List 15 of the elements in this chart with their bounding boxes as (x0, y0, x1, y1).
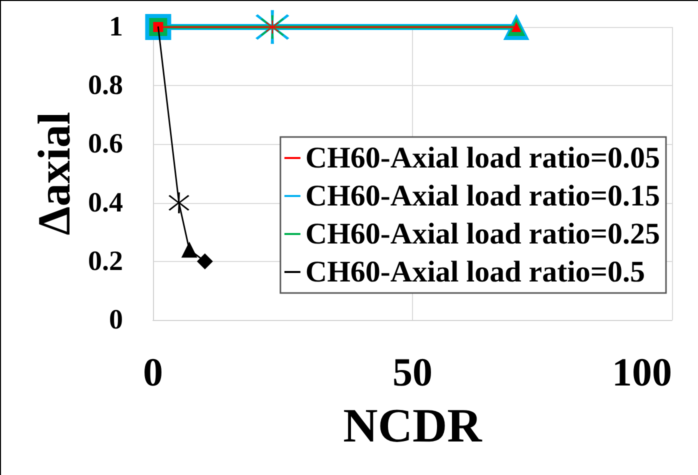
y-tick-label: 0.2 (88, 246, 123, 277)
y-tick-label: 0.6 (88, 128, 123, 160)
legend-label: CH60-Axial load ratio=0.25 (305, 218, 660, 250)
legend-label: CH60-Axial load ratio=0.15 (305, 180, 660, 212)
y-tick-label: 0.4 (88, 187, 123, 218)
y-tick-label: 1 (109, 12, 123, 42)
x-tick-label: 50 (392, 350, 432, 394)
y-tick-label: 0.8 (88, 70, 123, 102)
legend-label: CH60-Axial load ratio=0.05 (305, 142, 660, 174)
y-tick-label: 0 (109, 304, 123, 336)
legend-label: CH60-Axial load ratio=0.5 (305, 256, 646, 288)
x-tick-label: 0 (143, 350, 163, 394)
x-axis-title: NCDR (343, 400, 484, 452)
x-tick-label: 100 (612, 350, 672, 394)
y-axis-title: Δaxial (28, 112, 80, 236)
